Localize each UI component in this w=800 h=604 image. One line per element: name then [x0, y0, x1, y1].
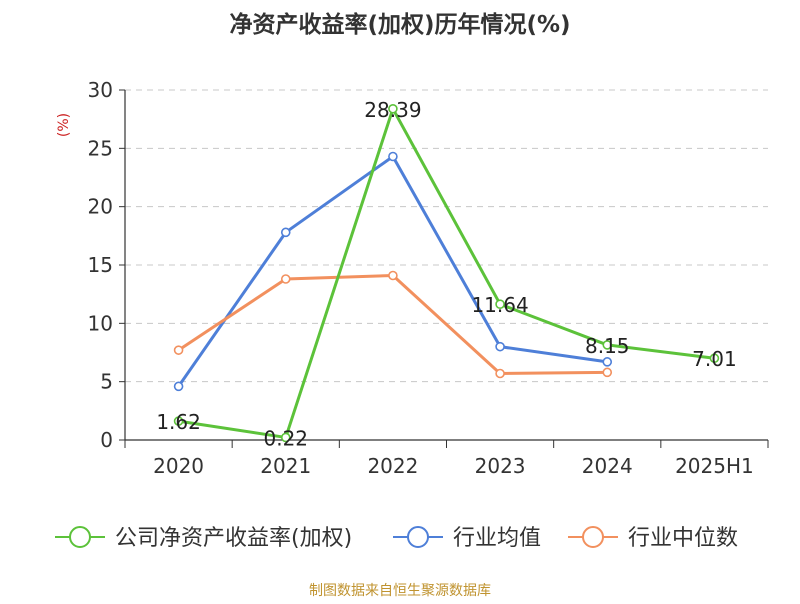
x-tick-label: 2024: [582, 454, 633, 478]
data-label: 1.62: [156, 410, 201, 434]
x-tick-label: 2025H1: [675, 454, 754, 478]
y-tick-label: 10: [88, 311, 113, 335]
data-point: [173, 381, 184, 392]
data-label: 7.01: [692, 347, 737, 371]
legend-label: 公司净资产收益率(加权): [115, 526, 352, 551]
data-point: [709, 353, 720, 364]
legend-label: 行业中位数: [628, 526, 738, 551]
data-label: 8.15: [585, 334, 630, 358]
data-label: 28.39: [364, 98, 421, 122]
legend-swatch-marker: [407, 526, 429, 548]
data-label: 11.64: [471, 293, 528, 317]
y-tick-label: 25: [88, 136, 113, 160]
data-point: [388, 270, 398, 281]
data-point: [602, 357, 613, 367]
series-line: [177, 274, 608, 375]
x-tick-label: 2020: [153, 454, 204, 478]
data-point: [602, 367, 613, 378]
y-axis-label: (%): [56, 113, 72, 137]
series-lines: [173, 103, 720, 443]
data-label: 0.22: [263, 426, 308, 450]
legend: 公司净资产收益率(加权) 行业均值 行业中位数: [55, 526, 738, 551]
data-point: [495, 341, 505, 352]
y-tick-label: 30: [88, 78, 113, 102]
data-point: [495, 368, 505, 379]
data-labels: 1.62 0.22 28.39 11.64 8.15 7.01: [156, 98, 736, 451]
data-point: [280, 227, 291, 238]
data-point: [495, 299, 505, 310]
data-point: [173, 345, 184, 355]
data-point: [173, 416, 184, 426]
series-line: [178, 107, 715, 439]
legend-swatch-marker: [69, 526, 91, 548]
y-tick-label: 0: [100, 428, 113, 452]
legend-label: 行业均值: [453, 526, 541, 551]
data-point: [388, 103, 398, 114]
data-point: [388, 151, 398, 162]
x-tick-label: 2023: [475, 454, 526, 478]
legend-swatch-marker: [582, 526, 604, 548]
y-tick-label: 5: [100, 370, 113, 394]
axes: 0 5 10 15 20 25 30 2020 2021 2022 2023 2024 2025H1: [88, 78, 769, 478]
data-point: [280, 274, 291, 284]
grid-lines: [125, 89, 768, 383]
data-point: [280, 432, 291, 443]
x-tick-label: 2021: [260, 454, 311, 478]
chart-title: 净资产收益率(加权)历年情况(%): [229, 11, 570, 38]
x-tick-label: 2022: [367, 454, 418, 478]
y-tick-label: 20: [88, 195, 113, 219]
source-note: 制图数据来自恒生聚源数据库: [309, 583, 491, 599]
data-point: [602, 340, 613, 350]
y-tick-label: 15: [88, 253, 113, 277]
